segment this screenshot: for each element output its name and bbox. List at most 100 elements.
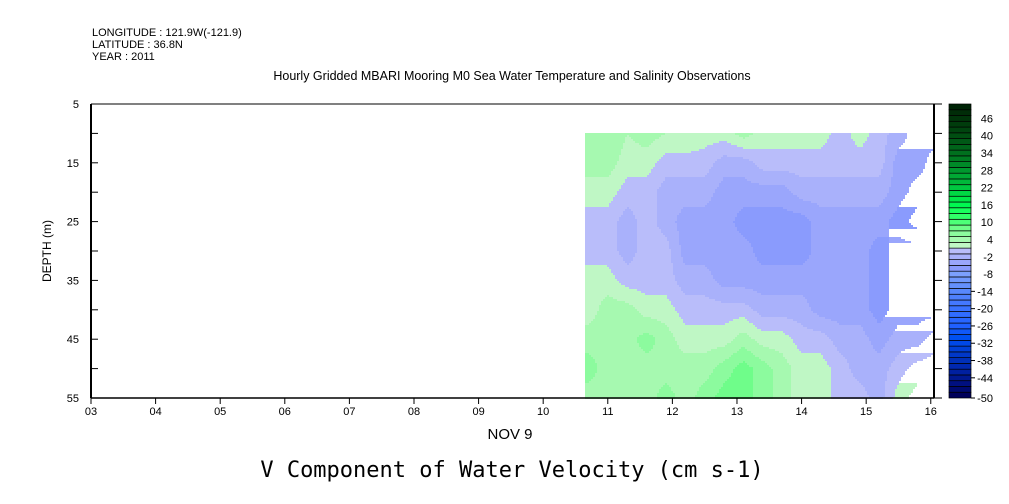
contour-cell [675,279,715,281]
contour-cell [671,331,783,333]
contour-cell [711,273,869,275]
contour-cell [831,383,861,385]
contour-cell [897,149,933,151]
contour-cell [831,375,853,377]
contour-cell [733,221,811,223]
contour-cell [775,349,799,351]
contour-cell [611,269,673,271]
contour-cell [787,359,825,361]
contour-cell [825,359,847,361]
contour-cell [665,235,679,237]
contour-cell [679,315,761,317]
contour-cell [899,353,933,355]
contour-cell [657,195,713,197]
contour-cell [881,173,893,175]
contour-cell [885,383,899,385]
contour-cell [715,395,753,397]
contour-cell [739,135,749,137]
x-tick-label: 03 [85,406,97,418]
contour-cell [585,333,643,335]
contour-cell [595,375,709,377]
contour-cell [721,301,807,303]
contour-cell [869,273,889,275]
contour-cell [625,141,635,143]
contour-cell [585,201,611,203]
contour-cell [641,347,653,349]
contour-cell [585,141,625,143]
contour-cell [697,391,719,393]
contour-cell [709,297,805,299]
contour-cell [869,271,889,273]
contour-cell [729,357,759,359]
contour-cell [851,135,869,137]
contour-cell [713,143,731,145]
contour-cell [585,357,593,359]
contour-cell [861,383,885,385]
contour-cell [585,395,657,397]
contour-cell [585,213,623,215]
contour-cell [669,327,757,329]
contour-cell [585,363,597,365]
contour-cell [711,349,739,351]
contour-cell [633,259,671,261]
contour-cell [715,367,735,369]
contour-cell [591,321,661,323]
contour-cell [741,347,745,349]
contour-cell [659,187,717,189]
contour-cell [741,233,811,235]
contour-cell [653,335,673,337]
contour-cell [887,375,903,377]
contour-cell [869,291,889,293]
contour-cell [793,211,895,213]
contour-cell [869,249,889,251]
contour-cell [585,151,621,153]
contour-cell [655,139,827,141]
contour-cell [875,239,889,241]
x-tick-label: 09 [472,406,484,418]
contour-cell [677,283,719,285]
contour-cell [655,165,713,167]
contour-cell [867,335,891,337]
contour-cell [735,223,811,225]
contour-cell [673,263,685,265]
contour-cell [591,379,707,381]
contour-cell [611,271,673,273]
contour-cell [585,161,617,163]
contour-cell [759,343,795,345]
contour-cell [729,377,753,379]
contour-cell [683,319,733,321]
contour-cell [869,265,889,267]
contour-cell [585,159,619,161]
contour-cell [599,305,633,307]
contour-cell [731,355,755,357]
contour-cell [869,293,889,295]
contour-cell [755,355,783,357]
contour-cell [721,285,869,287]
contour-cell [685,263,761,265]
contour-cell [627,263,629,265]
contour-cell [717,159,749,161]
contour-cell [785,357,823,359]
contour-cell [681,209,741,211]
contour-cell [857,379,887,381]
contour-cell [609,205,657,207]
contour-cell [799,175,879,177]
contour-cell [669,385,701,387]
contour-cell [827,361,847,363]
contour-cell [585,137,625,139]
contour-cell [829,135,851,137]
contour-cell [747,349,775,351]
contour-cell [677,341,731,343]
contour-cell [823,355,843,357]
contour-cell [629,135,661,137]
contour-cell [733,353,753,355]
contour-cell [883,319,925,321]
contour-cell [625,261,631,263]
contour-cell [731,341,757,343]
contour-cell [585,301,601,303]
contour-cell [585,339,637,341]
contour-cell [739,363,747,365]
contour-cell [631,209,657,211]
contour-cell [889,191,909,193]
contour-cell [867,137,887,139]
